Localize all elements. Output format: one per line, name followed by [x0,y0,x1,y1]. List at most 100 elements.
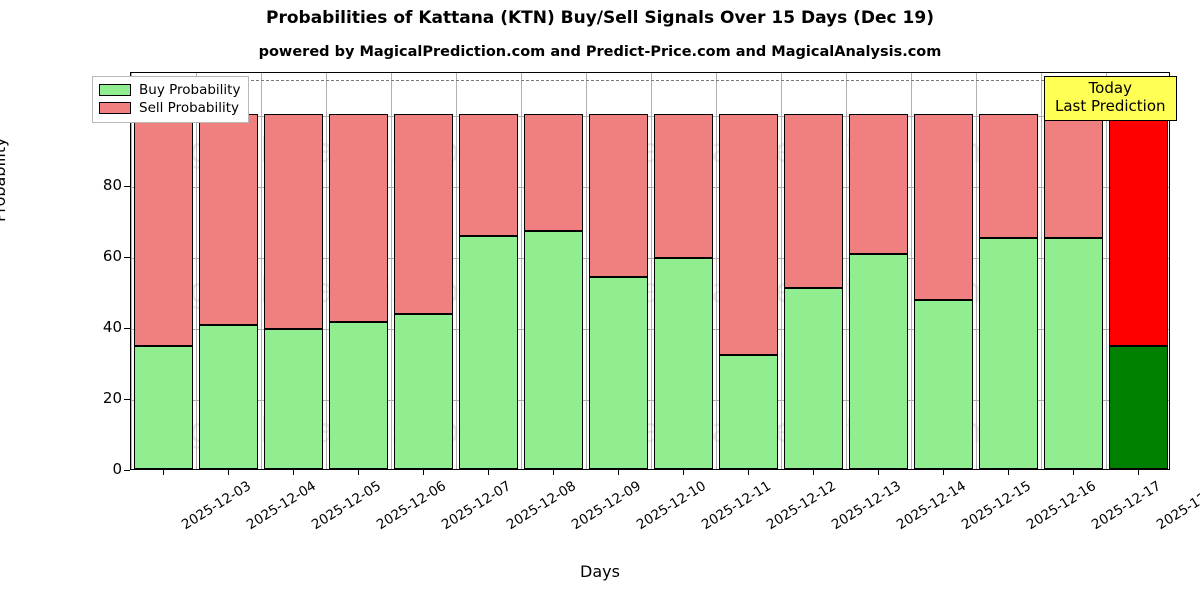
gridline-vertical [911,73,912,469]
bar-segment-buy[interactable] [458,236,519,469]
bar-group[interactable] [393,73,454,469]
gridline-horizontal [131,257,1169,259]
bar-segment-buy[interactable] [198,325,259,469]
x-axis-tick-mark [747,470,749,475]
gridline-horizontal [131,328,1169,330]
bar-segment-sell[interactable] [393,113,454,315]
bar-group[interactable] [1043,73,1104,469]
bar-segment-buy[interactable] [1043,238,1104,469]
gridline-vertical [716,73,717,469]
chart-legend[interactable]: Buy Probability Sell Probability [92,76,250,123]
bar-group[interactable] [458,73,519,469]
y-axis-tick-mark [124,398,130,401]
bar-segment-sell[interactable] [978,113,1039,239]
legend-item[interactable]: Buy Probability [99,81,240,99]
bar-group[interactable] [783,73,844,469]
bar-segment-buy[interactable] [783,287,844,469]
legend-item[interactable]: Sell Probability [99,99,240,117]
today-annotation-line1: Today [1088,79,1132,97]
x-axis-tick-label: 2025-12-15 [958,478,1034,534]
x-axis-tick-label: 2025-12-03 [178,478,254,534]
gridline-vertical [976,73,977,469]
bar-segment-buy[interactable] [848,254,909,469]
bar-segment-sell[interactable] [783,113,844,288]
x-axis-tick-label: 2025-12-16 [1023,478,1099,534]
bar-segment-sell[interactable] [523,113,584,231]
legend-swatch-icon [99,102,131,114]
gridline-vertical [651,73,652,469]
bar-group[interactable] [978,73,1039,469]
bar-group[interactable] [263,73,324,469]
plot-area: MagicalAnalysis.comMagicalPrediction.com… [130,72,1170,470]
bar-segment-sell[interactable] [653,113,714,258]
gridline-vertical [391,73,392,469]
today-annotation-box: Today Last Prediction [1044,76,1177,122]
bar-group[interactable] [718,73,779,469]
y-axis-tick-label: 40 [102,317,122,336]
bar-group[interactable] [848,73,909,469]
x-axis-tick-label: 2025-12-12 [763,478,839,534]
gridline-vertical [846,73,847,469]
gridline-horizontal [131,399,1169,401]
y-axis-tick-mark [124,185,130,187]
x-axis-tick-mark [552,470,554,475]
bar-segment-sell[interactable] [458,113,519,237]
bar-segment-sell[interactable] [1043,113,1104,239]
bar-group[interactable] [133,73,194,469]
x-axis-tick-mark [227,470,229,475]
x-axis-tick-mark [812,470,814,475]
gridline-vertical [586,73,587,469]
bar-segment-sell[interactable] [328,113,389,322]
x-axis-tick-mark [162,470,164,475]
bar-segment-sell[interactable] [913,113,974,301]
bar-segment-buy[interactable] [393,314,454,469]
x-axis-tick-label: 2025-12-10 [633,478,709,534]
legend-swatch-icon [99,84,131,96]
x-axis-tick-mark [1137,470,1139,475]
x-axis-tick-label: 2025-12-08 [503,478,579,534]
bar-segment-buy[interactable] [1108,346,1169,469]
bar-segment-sell[interactable] [1108,113,1169,347]
bar-segment-buy[interactable] [523,230,584,469]
gridline-vertical [131,73,132,469]
y-axis-label: Probability [0,137,9,222]
x-axis-tick-mark [682,470,684,475]
bar-segment-buy[interactable] [913,300,974,469]
bar-segment-sell[interactable] [588,113,649,278]
bar-segment-sell[interactable] [848,113,909,255]
bar-segment-sell[interactable] [133,113,194,347]
gridline-vertical [326,73,327,469]
x-axis-tick-label: 2025-12-11 [698,478,774,534]
x-axis-tick-mark [422,470,424,475]
bar-group[interactable] [913,73,974,469]
bar-segment-buy[interactable] [978,238,1039,469]
threshold-dashed-line [131,80,1169,82]
y-axis-tick-labels: 020406080100 [74,0,122,600]
bar-segment-buy[interactable] [328,321,389,469]
today-annotation-line2: Last Prediction [1055,96,1166,115]
bar-segment-sell[interactable] [198,113,259,326]
gridline-vertical [456,73,457,469]
bar-segment-sell[interactable] [263,113,324,329]
x-axis-tick-label: 2025-12-07 [438,478,514,534]
bar-segment-buy[interactable] [718,355,779,469]
bar-group[interactable] [198,73,259,469]
bar-group[interactable] [328,73,389,469]
bar-segment-sell[interactable] [718,113,779,356]
bar-segment-buy[interactable] [263,328,324,469]
x-axis-tick-label: 2025-12-04 [243,478,319,534]
bar-group-today[interactable] [1108,73,1169,469]
bar-group[interactable] [653,73,714,469]
gridline-vertical [781,73,782,469]
bar-segment-buy[interactable] [588,277,649,469]
x-axis-tick-label: 2025-12-13 [828,478,904,534]
chart-title: Probabilities of Kattana (KTN) Buy/Sell … [266,8,934,28]
bar-segment-buy[interactable] [133,346,194,469]
x-axis-tick-mark [292,470,294,475]
bar-group[interactable] [588,73,649,469]
bar-segment-buy[interactable] [653,257,714,469]
bar-group[interactable] [523,73,584,469]
gridline-vertical [1041,73,1042,469]
x-axis-label: Days [580,562,620,581]
